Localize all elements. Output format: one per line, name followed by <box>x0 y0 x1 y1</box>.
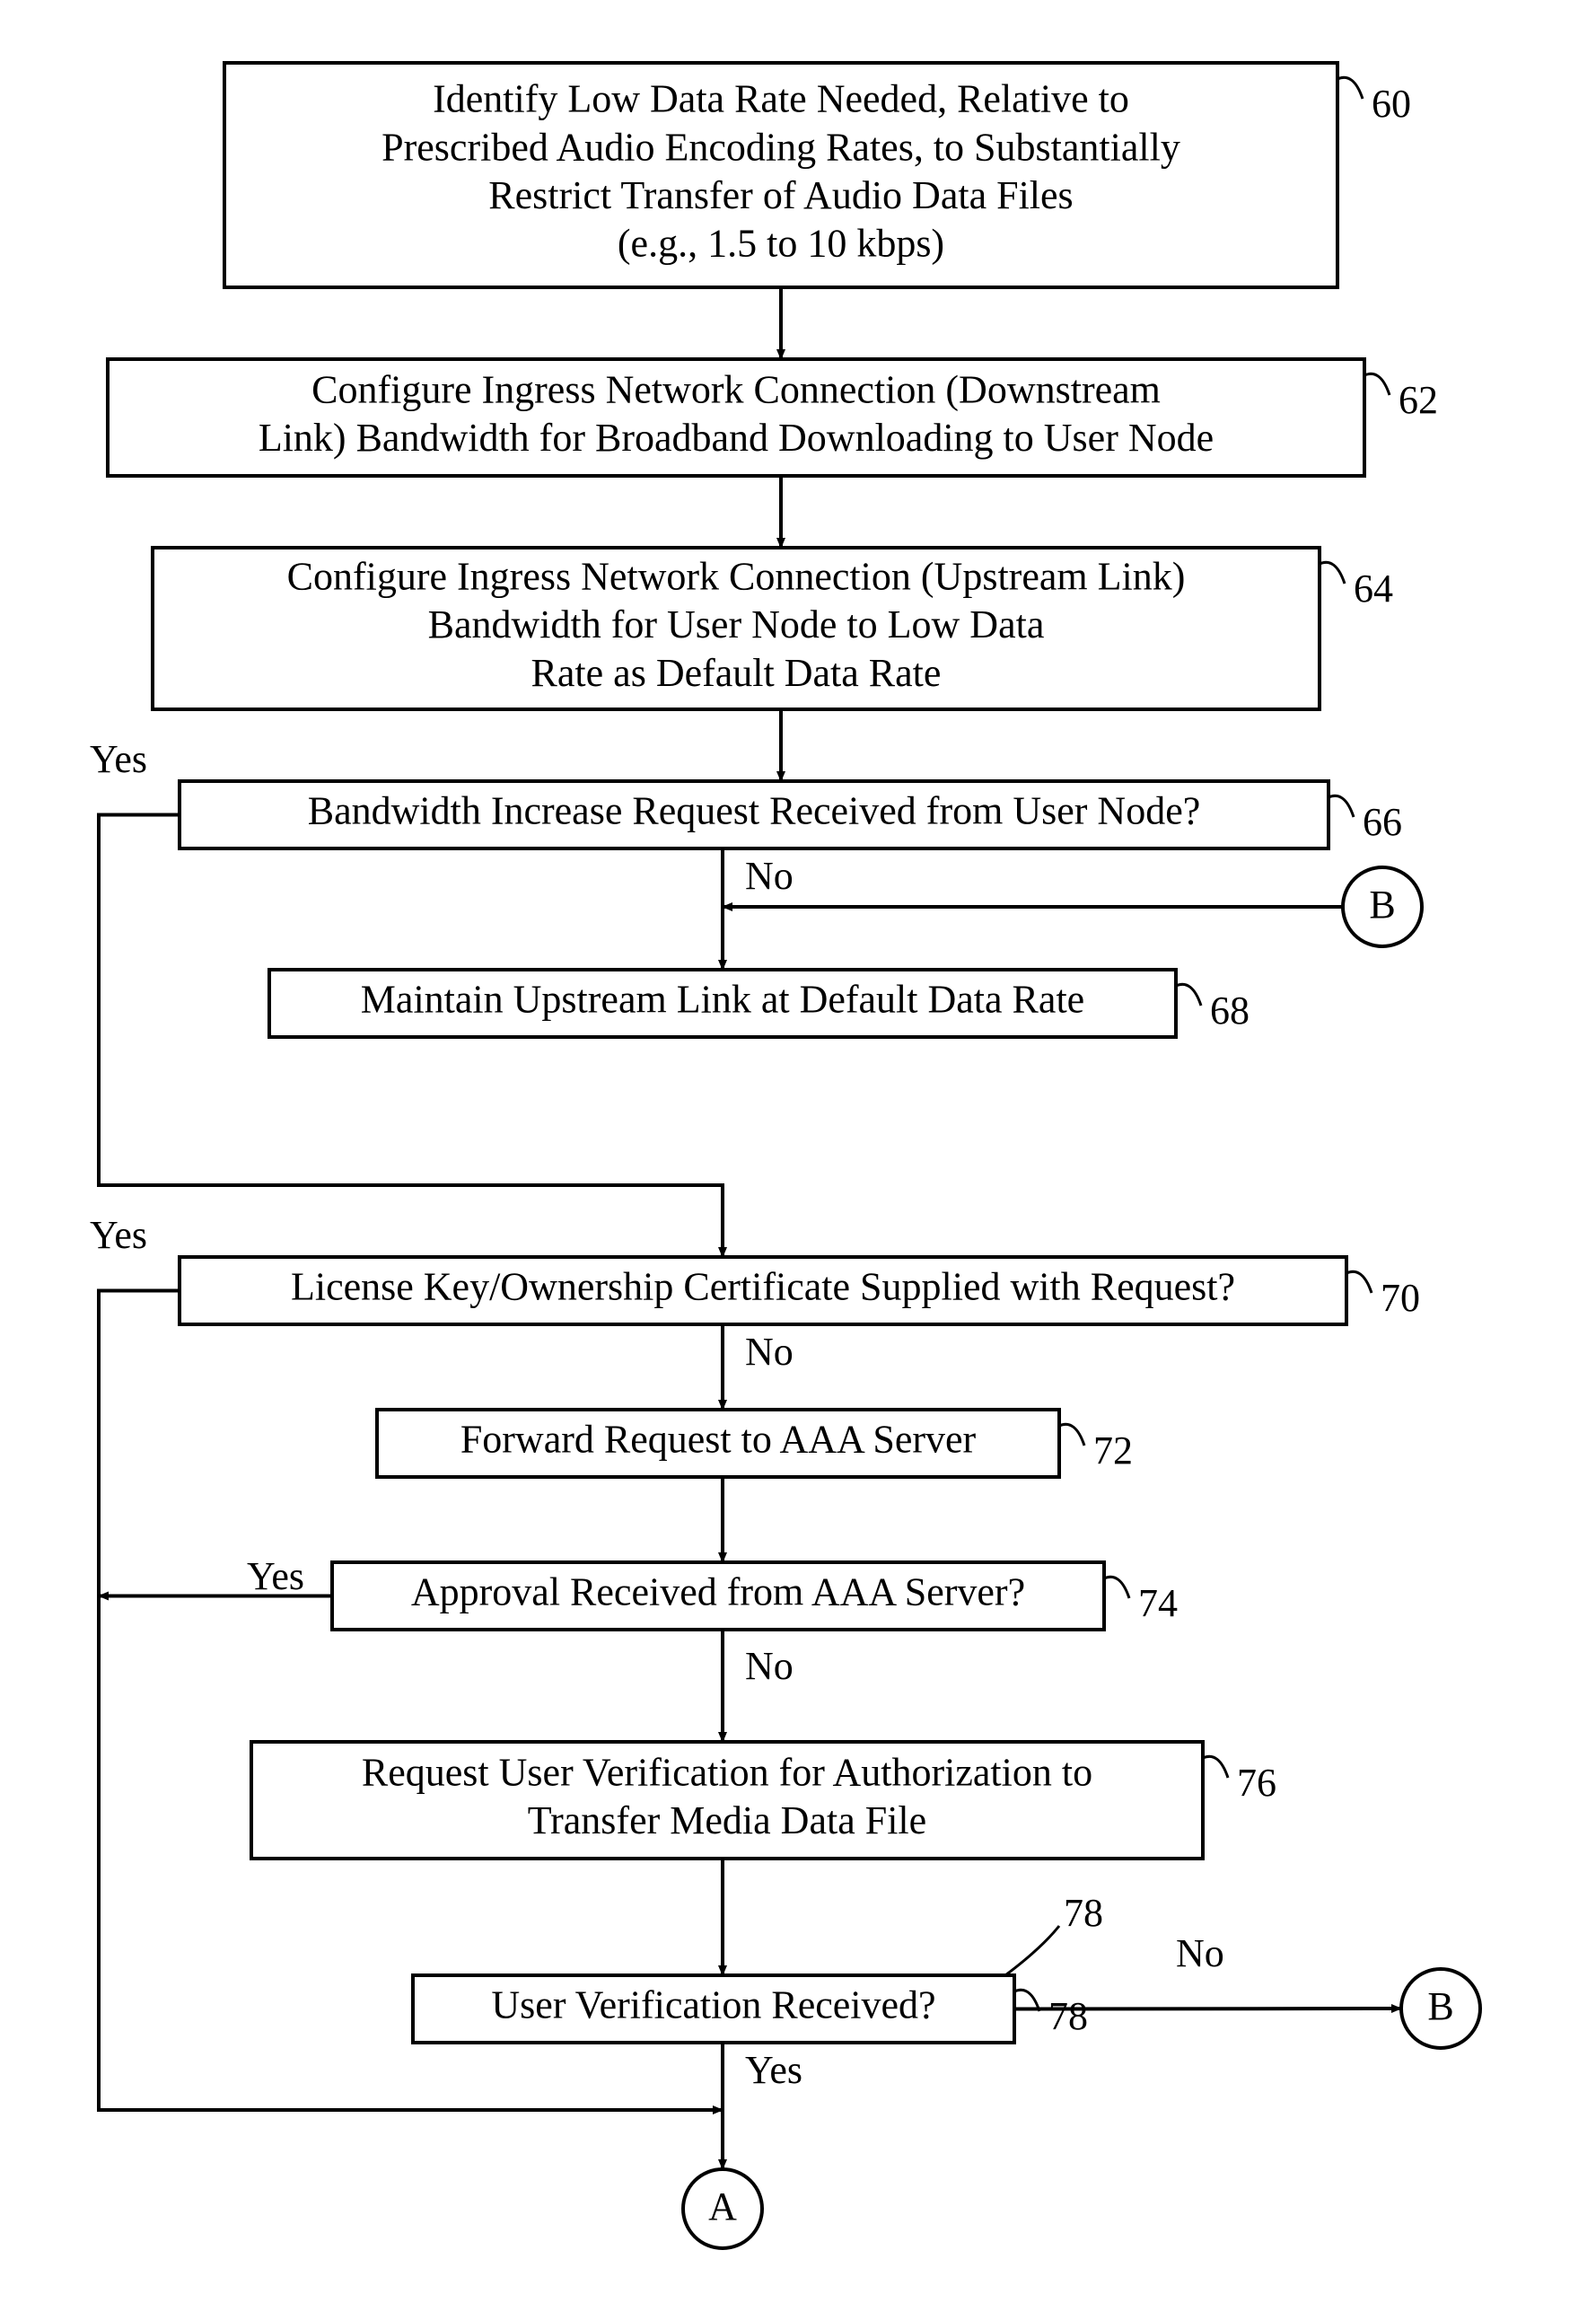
connector-label: A <box>708 2184 737 2228</box>
edge-label: Yes <box>745 2048 802 2092</box>
edge-label: No <box>745 1330 794 1374</box>
ref-label: 78 <box>1048 1994 1088 2038</box>
flow-box-text: Configure Ingress Network Connection (Up… <box>287 554 1186 598</box>
ref-label: 78 <box>1064 1891 1103 1935</box>
ref-label: 68 <box>1210 989 1250 1033</box>
connector-label: B <box>1369 883 1395 927</box>
flow-box-text: Transfer Media Data File <box>528 1798 926 1842</box>
ref-label: 74 <box>1138 1581 1178 1625</box>
flow-box-text: User Verification Received? <box>491 1983 935 2027</box>
ref-label: 72 <box>1093 1428 1133 1472</box>
flow-box-text: Request User Verification for Authorizat… <box>362 1750 1092 1794</box>
ref-label: 76 <box>1237 1761 1276 1805</box>
flow-box-text: License Key/Ownership Certificate Suppli… <box>291 1265 1235 1309</box>
ref-label: 62 <box>1399 378 1438 422</box>
flow-box-text: Identify Low Data Rate Needed, Relative … <box>433 77 1129 121</box>
flow-box-text: Forward Request to AAA Server <box>460 1418 977 1462</box>
flow-box-text: Rate as Default Data Rate <box>531 651 942 695</box>
flow-box-text: Bandwidth for User Node to Low Data <box>428 602 1045 646</box>
flow-box-text: Prescribed Audio Encoding Rates, to Subs… <box>381 125 1180 169</box>
connector-label: B <box>1427 1984 1453 2028</box>
ref-label: 60 <box>1372 82 1411 126</box>
flow-box-text: Restrict Transfer of Audio Data Files <box>488 173 1073 217</box>
ref-label: 70 <box>1381 1276 1420 1320</box>
flow-box-text: Link) Bandwidth for Broadband Downloadin… <box>259 416 1214 460</box>
flow-box-text: Approval Received from AAA Server? <box>411 1570 1025 1614</box>
edge-label: No <box>745 854 794 898</box>
edge-label: Yes <box>247 1554 304 1598</box>
flow-box-text: Bandwidth Increase Request Received from… <box>308 789 1201 833</box>
edge-label: Yes <box>90 737 147 781</box>
ref-label: 64 <box>1354 567 1393 611</box>
edge-label: No <box>745 1644 794 1688</box>
flow-box-text: (e.g., 1.5 to 10 kbps) <box>618 222 944 266</box>
edge-label: No <box>1176 1931 1224 1975</box>
edge-label: Yes <box>90 1213 147 1257</box>
flow-box-text: Maintain Upstream Link at Default Data R… <box>361 978 1084 1022</box>
flow-box-text: Configure Ingress Network Connection (Do… <box>311 367 1161 411</box>
ref-label: 66 <box>1363 800 1402 844</box>
